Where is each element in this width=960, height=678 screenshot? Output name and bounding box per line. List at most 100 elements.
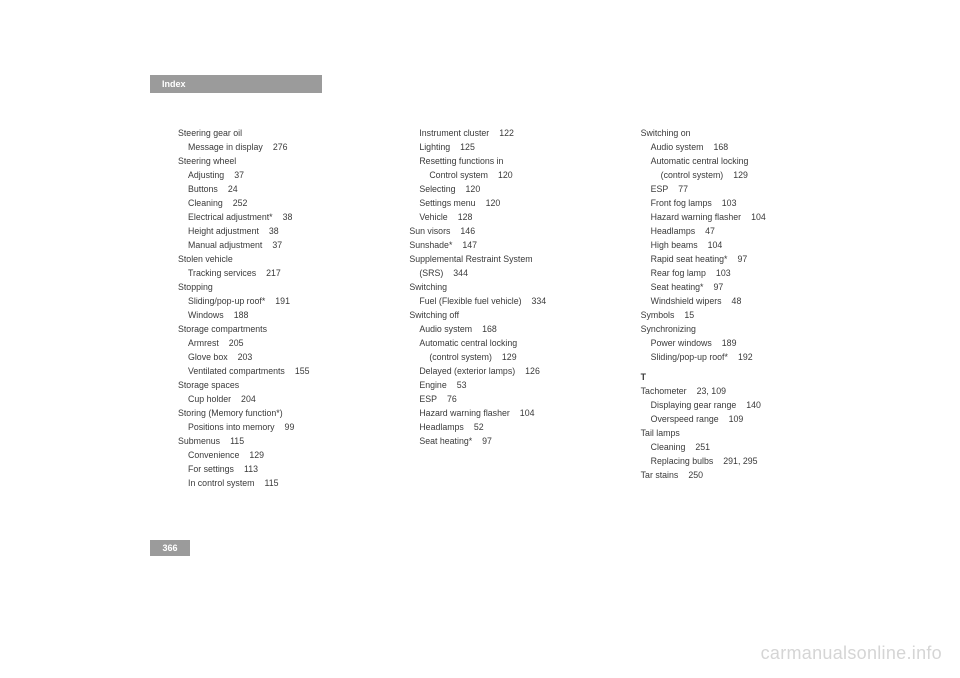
entry-text: Headlamps xyxy=(651,226,696,236)
entry-page: 140 xyxy=(746,400,761,410)
entry-page: 188 xyxy=(234,310,249,320)
index-entry: Manual adjustment37 xyxy=(178,238,375,252)
entry-text: Storage spaces xyxy=(178,380,239,390)
index-entry: Tachometer 23, 109 xyxy=(641,384,838,398)
index-entry: Overspeed range109 xyxy=(641,412,838,426)
index-entry: Convenience129 xyxy=(178,448,375,462)
index-entry: (control system) 129 xyxy=(641,168,838,182)
entry-text: Tachometer xyxy=(641,386,687,396)
index-entry: Supplemental Restraint System xyxy=(409,252,606,266)
index-entry: Ventilated compartments155 xyxy=(178,364,375,378)
entry-text: Storage compartments xyxy=(178,324,267,334)
entry-text: (control system) xyxy=(661,170,724,180)
index-entry: Audio system168 xyxy=(409,322,606,336)
entry-page: 104 xyxy=(520,408,535,418)
entry-text: Message in display xyxy=(188,142,263,152)
index-entry: Rapid seat heating*97 xyxy=(641,252,838,266)
index-entry: Headlamps 47 xyxy=(641,224,838,238)
entry-page: 48 xyxy=(732,296,742,306)
index-entry: ESP 76 xyxy=(409,392,606,406)
entry-text: For settings xyxy=(188,464,234,474)
index-entry: Windshield wipers 48 xyxy=(641,294,838,308)
index-entry: Audio system 168 xyxy=(641,140,838,154)
index-entry: Cup holder204 xyxy=(178,392,375,406)
entry-text: Vehicle xyxy=(419,212,447,222)
entry-text: Selecting xyxy=(419,184,455,194)
entry-page: 344 xyxy=(453,268,468,278)
entry-text: Automatic central locking xyxy=(419,338,517,348)
index-entry: Resetting functions in xyxy=(409,154,606,168)
index-entry: Settings menu120 xyxy=(409,196,606,210)
index-entry: Automatic central locking xyxy=(409,336,606,350)
entry-page: 37 xyxy=(272,240,282,250)
entry-text: Synchronizing xyxy=(641,324,696,334)
index-entry: Sun visors 146 xyxy=(409,224,606,238)
entry-text: Ventilated compartments xyxy=(188,366,285,376)
entry-page: 147 xyxy=(462,240,477,250)
index-entry: Storage spaces xyxy=(178,378,375,392)
entry-page: 129 xyxy=(733,170,748,180)
entry-text: Steering gear oil xyxy=(178,128,242,138)
entry-text: Sliding/pop-up roof* xyxy=(188,296,265,306)
entry-page: 109 xyxy=(729,414,744,424)
index-entry: Fuel (Flexible fuel vehicle)334 xyxy=(409,294,606,308)
index-entry: Seat heating*97 xyxy=(409,434,606,448)
entry-text: High beams xyxy=(651,240,698,250)
entry-text: (SRS) xyxy=(419,268,443,278)
index-entry: Buttons24 xyxy=(178,182,375,196)
entry-text: Electrical adjustment* xyxy=(188,212,273,222)
entry-page: 47 xyxy=(705,226,715,236)
index-content: Steering gear oil Message in display276 St… xyxy=(178,126,838,490)
entry-page: 97 xyxy=(737,254,747,264)
index-entry: Cleaning252 xyxy=(178,196,375,210)
entry-page: 250 xyxy=(688,470,703,480)
index-entry: ESP77 xyxy=(641,182,838,196)
index-entry: Synchronizing xyxy=(641,322,838,336)
entry-text: Submenus xyxy=(178,436,220,446)
entry-text: Windshield wipers xyxy=(651,296,722,306)
index-entry: Switching off xyxy=(409,308,606,322)
entry-text: Switching xyxy=(409,282,447,292)
entry-page: 76 xyxy=(447,394,457,404)
index-entry: Displaying gear range140 xyxy=(641,398,838,412)
index-entry: High beams104 xyxy=(641,238,838,252)
entry-text: Audio system xyxy=(651,142,704,152)
index-entry: Engine53 xyxy=(409,378,606,392)
index-entry: Selecting120 xyxy=(409,182,606,196)
index-entry: Armrest205 xyxy=(178,336,375,350)
entry-page: 52 xyxy=(474,422,484,432)
entry-page: 97 xyxy=(713,282,723,292)
entry-text: (control system) xyxy=(429,352,492,362)
entry-text: Armrest xyxy=(188,338,219,348)
entry-page: 38 xyxy=(283,212,293,222)
index-entry: Tracking services217 xyxy=(178,266,375,280)
entry-page: 168 xyxy=(713,142,728,152)
entry-page: 23, 109 xyxy=(697,386,726,396)
entry-page: 146 xyxy=(460,226,475,236)
entry-text: Hazard warning flasher xyxy=(419,408,509,418)
entry-page: 24 xyxy=(228,184,238,194)
entry-text: Settings menu xyxy=(419,198,475,208)
entry-text: Supplemental Restraint System xyxy=(409,254,532,264)
column-1: Steering gear oil Message in display276 St… xyxy=(178,126,375,490)
entry-page: 120 xyxy=(498,170,513,180)
entry-text: Tracking services xyxy=(188,268,256,278)
entry-text: Switching on xyxy=(641,128,691,138)
entry-text: Replacing bulbs xyxy=(651,456,714,466)
entry-page: 77 xyxy=(678,184,688,194)
entry-text: Lighting xyxy=(419,142,450,152)
entry-page: 125 xyxy=(460,142,475,152)
index-entry: (SRS) 344 xyxy=(409,266,606,280)
entry-page: 97 xyxy=(482,436,492,446)
column-2: Instrument cluster122Lighting125Resettin… xyxy=(409,126,606,490)
entry-text: Hazard warning flasher xyxy=(651,212,741,222)
entry-text: Steering wheel xyxy=(178,156,236,166)
entry-text: T xyxy=(641,372,646,382)
entry-text: Sun visors xyxy=(409,226,450,236)
entry-page: 191 xyxy=(275,296,290,306)
entry-text: Engine xyxy=(419,380,446,390)
index-entry: Message in display276 xyxy=(178,140,375,154)
entry-text: Cleaning xyxy=(188,198,223,208)
entry-text: ESP xyxy=(419,394,437,404)
index-entry: Storing (Memory function*) xyxy=(178,406,375,420)
